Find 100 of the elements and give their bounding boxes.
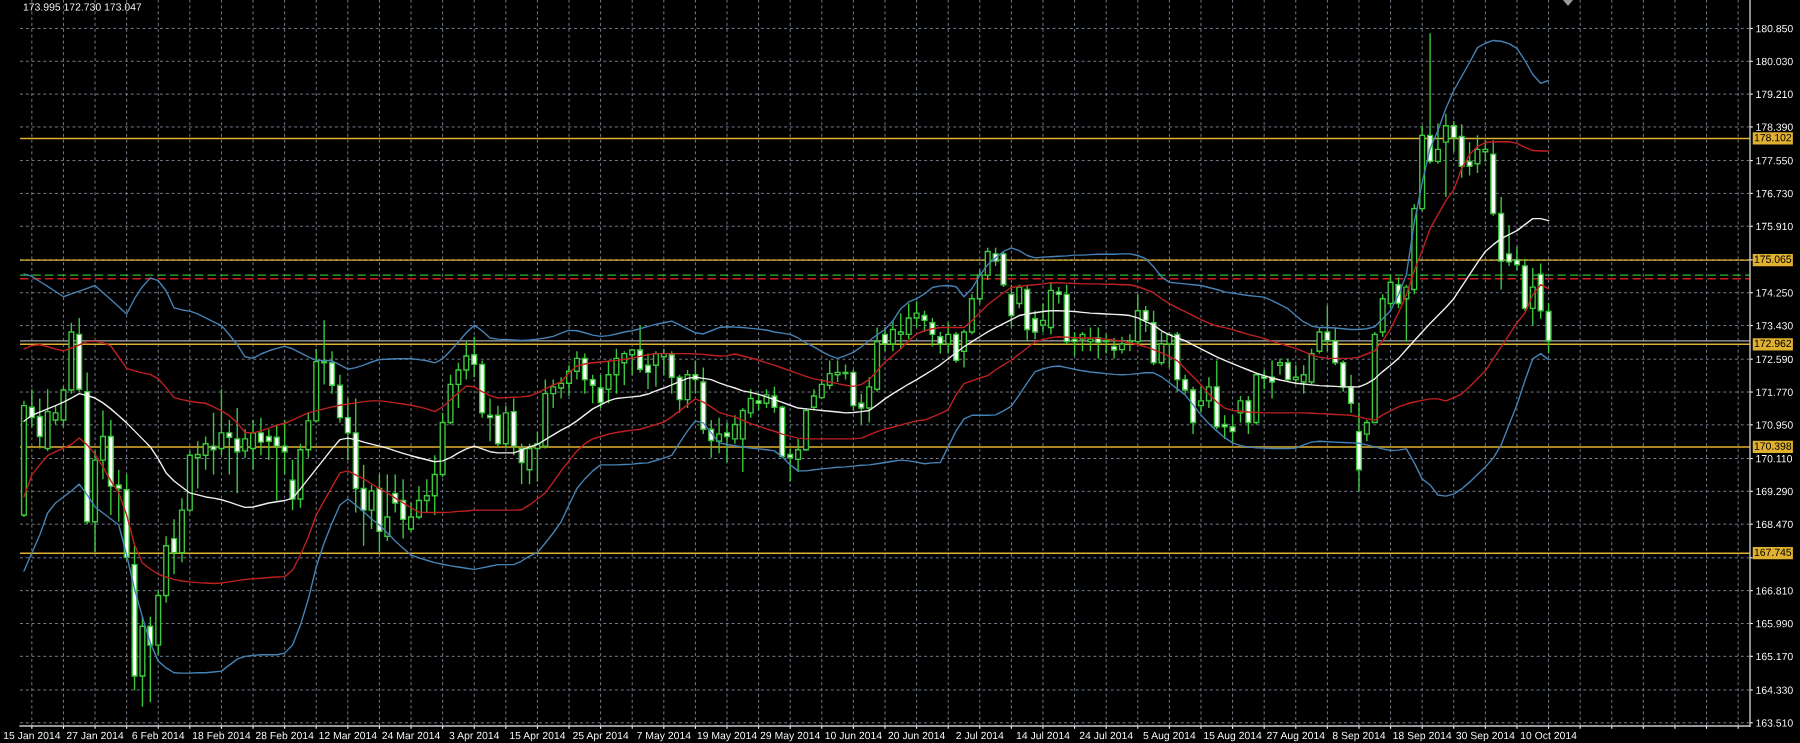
candlestick [1118, 336, 1126, 355]
candlestick [1300, 364, 1307, 395]
x-tick-label: 20 Jun 2014 [888, 731, 945, 740]
candlestick [1024, 284, 1031, 343]
candlestick [1055, 286, 1062, 305]
y-tick-label: 176.730 [1756, 189, 1793, 198]
candlestick [352, 397, 359, 514]
candlestick [929, 317, 936, 348]
candlestick [621, 350, 628, 386]
x-tick-label: 24 Jul 2014 [1079, 731, 1133, 740]
ref-line-label: 170.398 [1754, 442, 1792, 450]
candlestick [953, 331, 960, 364]
candlestick [479, 359, 486, 419]
candlestick [629, 348, 636, 376]
y-tick-label: 165.990 [1756, 619, 1793, 628]
candlestick [1126, 333, 1133, 352]
chart-title: 173.995 172.730 173.047 [23, 3, 142, 11]
candlestick [889, 319, 896, 352]
candlestick [731, 414, 738, 445]
candlestick [84, 371, 91, 525]
candlestick [344, 397, 351, 461]
candlestick [163, 535, 170, 604]
candlestick [937, 331, 944, 355]
y-tick-label: 177.550 [1756, 157, 1793, 165]
line-series [23, 217, 1550, 509]
line-series [23, 39, 1550, 370]
candlestick [1276, 357, 1284, 376]
candlestick [716, 416, 723, 454]
x-tick-label: 10 Oct 2014 [1520, 731, 1577, 740]
candlestick [328, 350, 336, 395]
ref-line-label: 172.962 [1754, 339, 1792, 348]
candlestick [273, 423, 280, 502]
candlestick [242, 428, 249, 459]
ref-line-label: 167.745 [1754, 548, 1792, 557]
candlestick [234, 407, 241, 495]
y-tick-label: 170.110 [1756, 455, 1793, 463]
line-series [23, 352, 1550, 674]
y-tick-label: 165.170 [1756, 652, 1793, 661]
x-tick-label: 29 May 2014 [760, 731, 821, 742]
x-tick-label: 30 Sep 2014 [1456, 731, 1515, 742]
x-tick-label: 28 Feb 2014 [255, 731, 314, 740]
candlestick [115, 469, 122, 523]
candlestick [1174, 331, 1181, 393]
candlestick [1427, 32, 1434, 165]
candlestick [1016, 284, 1023, 310]
candlestick [968, 293, 975, 336]
x-tick-label: 15 Jan 2014 [3, 731, 61, 740]
candlestick [581, 352, 588, 395]
candlestick [652, 350, 659, 388]
candlestick [1032, 310, 1039, 340]
candlestick [471, 336, 478, 378]
candlestick [1379, 293, 1386, 338]
candlestick [336, 374, 343, 424]
candlestick [415, 485, 422, 521]
y-tick-label: 164.330 [1756, 686, 1793, 694]
y-tick-label: 178.390 [1756, 123, 1793, 131]
candlestick [826, 359, 833, 390]
candlestick [1371, 331, 1378, 424]
candlestick [1355, 402, 1363, 492]
candlestick [1363, 419, 1370, 442]
x-tick-label: 5 Aug 2014 [1143, 731, 1196, 742]
candlestick [1340, 359, 1347, 393]
candlestick [1442, 113, 1449, 198]
y-tick-label: 180.030 [1756, 57, 1793, 66]
x-tick-label: 3 Apr 2014 [449, 731, 500, 742]
candlestick [76, 317, 83, 393]
candlestick [1111, 337, 1118, 360]
candlestick [779, 404, 786, 459]
candlestick [400, 478, 407, 540]
line-series [23, 141, 1550, 434]
ref-line-label: 175.065 [1754, 255, 1792, 263]
candlestick [155, 589, 162, 656]
candlestick [1261, 369, 1268, 390]
candlestick [257, 416, 265, 456]
candlestick [1458, 123, 1465, 179]
x-tick-label: 7 May 2014 [637, 731, 691, 742]
candlestick [313, 348, 320, 424]
candlestick [558, 376, 565, 400]
x-tick-label: 25 Apr 2014 [573, 731, 629, 742]
x-tick-label: 18 Feb 2014 [192, 731, 251, 740]
candlestick [265, 428, 272, 461]
candlestick [28, 388, 35, 428]
candlestick [1095, 326, 1102, 360]
x-tick-label: 18 Sep 2014 [1393, 731, 1452, 742]
y-tick-label: 173.430 [1756, 322, 1793, 330]
candlestick [644, 352, 652, 390]
x-tick-label: 6 Feb 2014 [132, 731, 185, 740]
candlestick [897, 312, 904, 350]
candlestick [1190, 386, 1197, 435]
candlestick [91, 450, 99, 554]
candlestick [1213, 359, 1220, 430]
candlestick [1513, 245, 1521, 271]
candlestick [818, 378, 825, 400]
candlestick [186, 450, 193, 514]
candlestick [802, 407, 810, 452]
x-tick-label: 10 Jun 2014 [825, 731, 882, 740]
x-tick-label: 15 Apr 2014 [510, 731, 566, 742]
candlestick [1348, 374, 1355, 414]
candlestick [502, 404, 509, 450]
candlestick [1521, 257, 1528, 312]
